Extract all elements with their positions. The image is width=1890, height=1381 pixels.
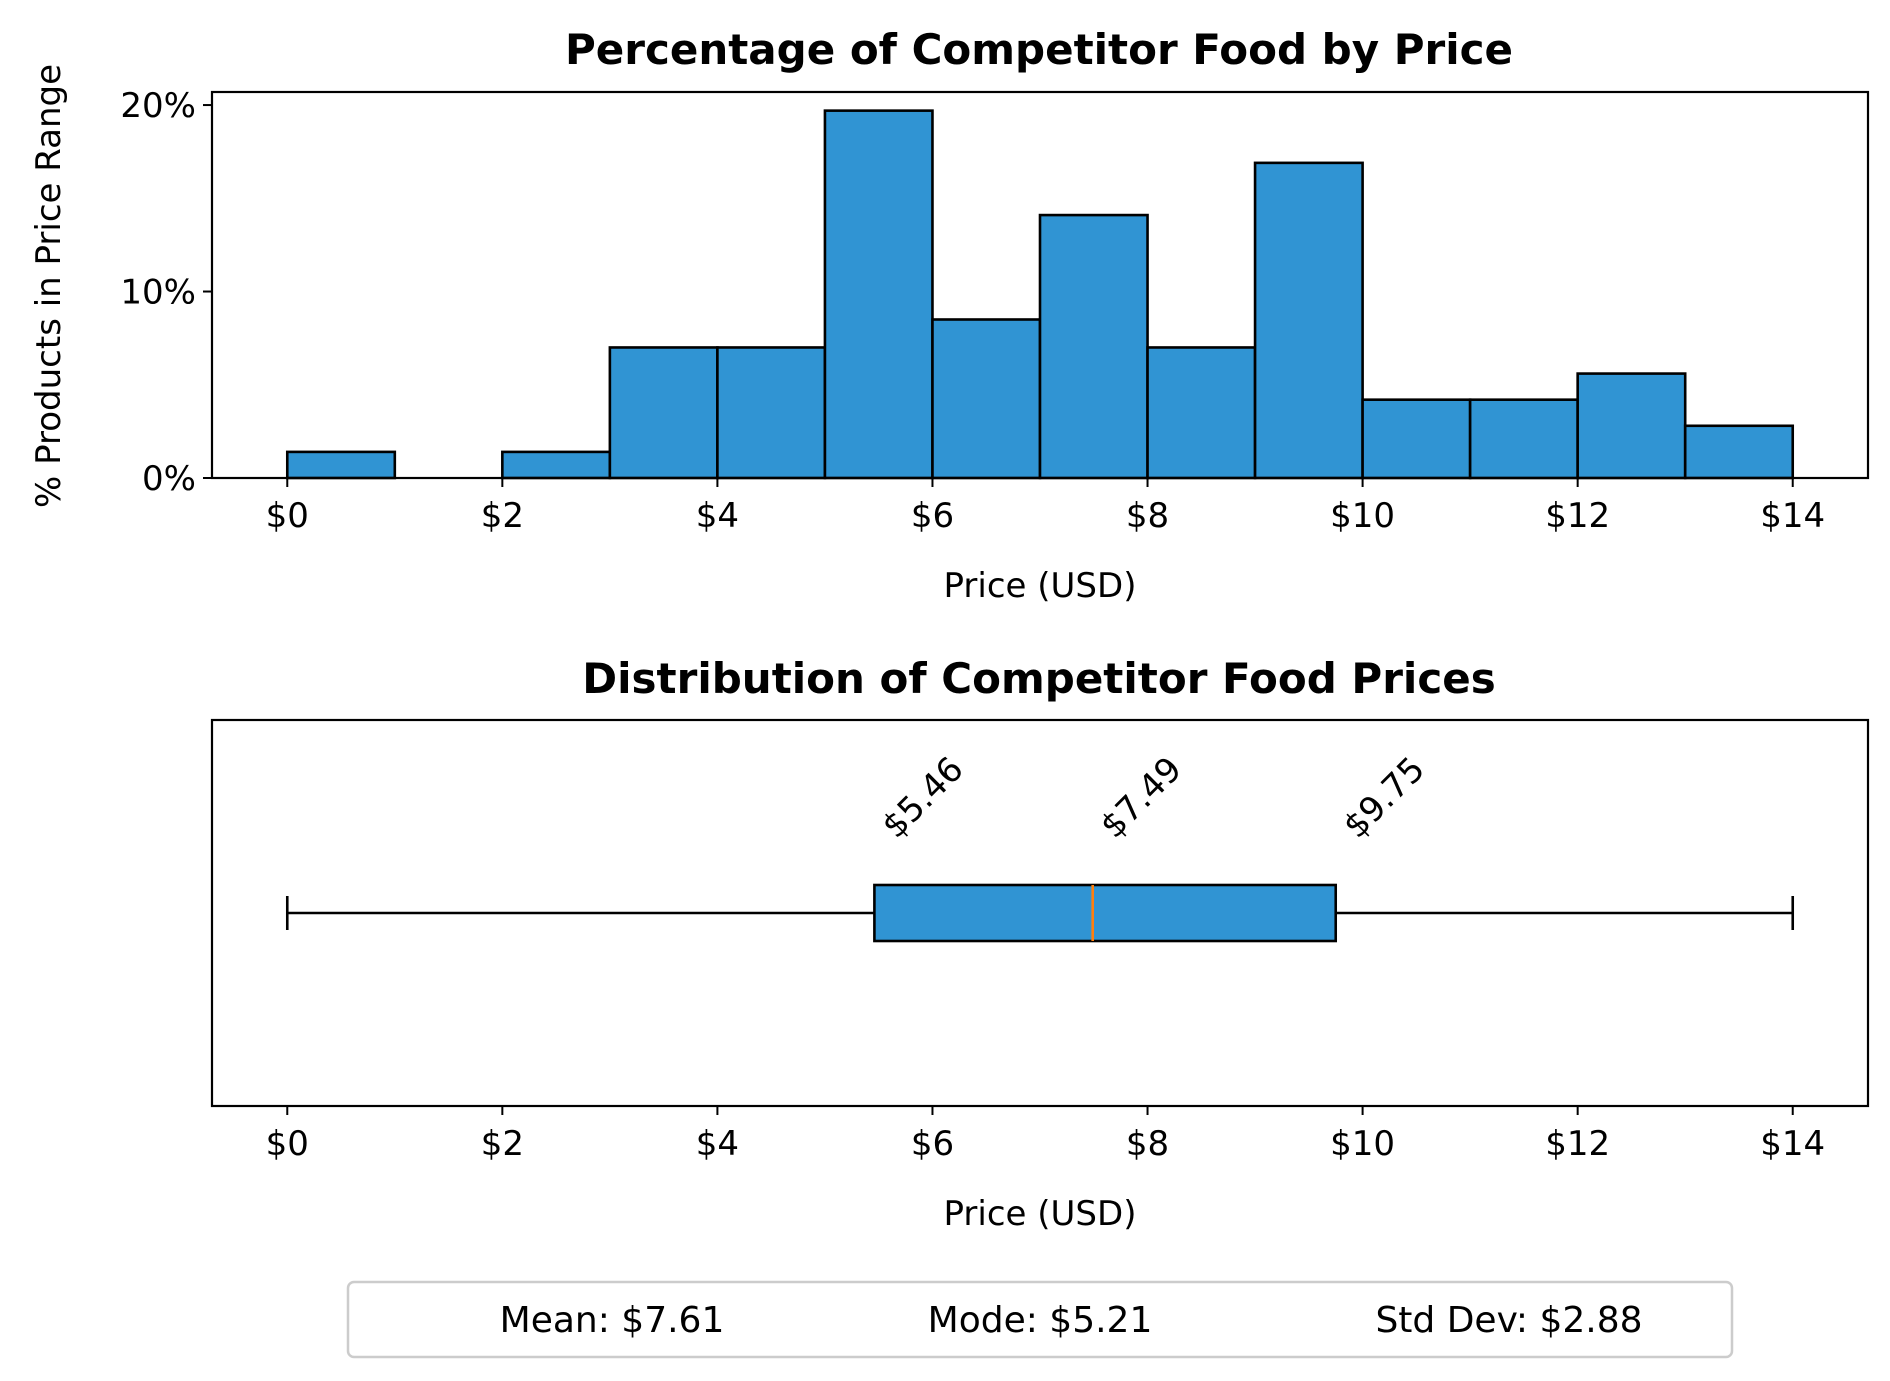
histogram-bar — [1576, 372, 1687, 480]
stat-mode: Mode: $5.21 — [928, 1300, 1153, 1341]
histogram-x-tick-label: $14 — [1760, 496, 1825, 536]
stats-legend-frame — [346, 1280, 1734, 1359]
histogram-x-ticks: $0 $2 $4 $6 $8 $10 $12 $14 — [266, 478, 1825, 536]
boxplot-panel: Distribution of Competitor Food Prices $… — [210, 654, 1870, 1234]
histogram-panel: Percentage of Competitor Food by Price $… — [29, 25, 1870, 606]
histogram-y-ticks: 0% 10% 20% — [120, 86, 212, 499]
histogram-bar — [931, 318, 1042, 480]
histogram-x-tick-label: $12 — [1545, 496, 1610, 536]
boxplot-x-tick-label: $10 — [1330, 1124, 1395, 1164]
boxplot-title: Distribution of Competitor Food Prices — [582, 654, 1495, 703]
histogram-x-axis-label: Price (USD) — [944, 566, 1137, 606]
boxplot-x-tick-label: $2 — [481, 1124, 524, 1164]
histogram-y-tick-label: 20% — [120, 86, 196, 126]
histogram-bar — [1683, 424, 1795, 480]
boxplot-x-tick-label: $0 — [266, 1124, 309, 1164]
histogram-axes-frame — [210, 90, 1870, 480]
boxplot-x-tick-label: $12 — [1545, 1124, 1610, 1164]
boxplot-x-tick-label: $14 — [1760, 1124, 1825, 1164]
boxplot-quartile-label: $9.75 — [1336, 749, 1433, 846]
histogram-x-tick-label: $6 — [911, 496, 954, 536]
boxplot-x-tick-label: $6 — [911, 1124, 954, 1164]
histogram-title: Percentage of Competitor Food by Price — [565, 25, 1513, 74]
histogram-x-tick-label: $0 — [266, 496, 309, 536]
histogram-y-tick-label: 10% — [120, 273, 196, 313]
boxplot-quartile-label: $5.46 — [874, 749, 971, 846]
boxplot-box — [873, 883, 1338, 943]
histogram-x-tick-label: $8 — [1126, 496, 1169, 536]
stat-std-dev: Std Dev: $2.88 — [1375, 1300, 1642, 1341]
boxplot-x-tick-label: $8 — [1126, 1124, 1169, 1164]
histogram-bar — [1146, 346, 1257, 480]
histogram-bar — [1253, 161, 1364, 480]
histogram-x-tick-label: $10 — [1330, 496, 1395, 536]
stats-legend: Mean: $7.61 Mode: $5.21 Std Dev: $2.88 — [346, 1280, 1734, 1359]
histogram-bar — [608, 346, 719, 480]
histogram-bar — [1468, 398, 1579, 480]
boxplot-x-tick-label: $4 — [696, 1124, 739, 1164]
histogram-bar — [501, 450, 612, 480]
boxplot-elements: $5.46 $7.49 $9.75 — [285, 749, 1795, 943]
stat-mean: Mean: $7.61 — [500, 1300, 725, 1341]
histogram-y-tick-label: 0% — [142, 459, 196, 499]
histogram-bars — [285, 109, 1795, 480]
boxplot-x-axis-label: Price (USD) — [944, 1194, 1137, 1234]
histogram-bar — [823, 109, 934, 480]
histogram-x-tick-label: $4 — [696, 496, 739, 536]
boxplot-axes-frame — [210, 718, 1870, 1108]
histogram-y-axis-label: % Products in Price Range — [29, 64, 69, 508]
histogram-bar — [716, 346, 827, 480]
histogram-bar — [1361, 398, 1472, 480]
histogram-x-tick-label: $2 — [481, 496, 524, 536]
histogram-bar — [285, 450, 397, 480]
boxplot-quartile-label: $7.49 — [1093, 749, 1190, 846]
histogram-bar — [1038, 213, 1149, 480]
boxplot-x-ticks: $0 $2 $4 $6 $8 $10 $12 $14 — [266, 1106, 1825, 1164]
